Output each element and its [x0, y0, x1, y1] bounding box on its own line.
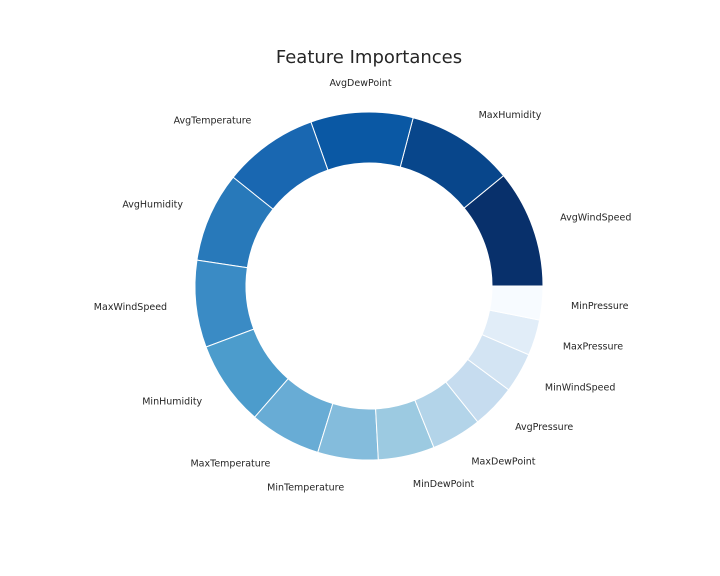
slice-label-maxdewpoint: MaxDewPoint [471, 456, 535, 467]
slice-label-mintemperature: MinTemperature [267, 482, 344, 493]
slice-label-mindewpoint: MinDewPoint [413, 479, 475, 490]
slice-label-avgpressure: AvgPressure [515, 422, 573, 433]
chart-title: Feature Importances [276, 47, 462, 68]
slice-avgdewpoint [310, 111, 414, 171]
slice-label-avgdewpoint: AvgDewPoint [329, 78, 391, 89]
slice-minpressure [489, 285, 544, 321]
slice-label-minwindspeed: MinWindSpeed [545, 382, 616, 393]
slice-label-avgwindspeed: AvgWindSpeed [560, 213, 631, 224]
slice-label-maxwindspeed: MaxWindSpeed [94, 302, 167, 313]
slice-label-maxtemperature: MaxTemperature [190, 458, 270, 469]
slice-label-minpressure: MinPressure [571, 301, 629, 312]
slice-label-avghumidity: AvgHumidity [122, 200, 183, 211]
slice-label-maxhumidity: MaxHumidity [479, 110, 542, 121]
labels-group: AvgWindSpeed MaxHumidity AvgDewPoint AvgTem… [94, 78, 632, 493]
slices-group [194, 111, 544, 461]
slice-label-maxpressure: MaxPressure [563, 341, 623, 352]
slice-label-minhumidity: MinHumidity [142, 397, 202, 408]
slice-label-avgtemperature: AvgTemperature [174, 116, 252, 127]
